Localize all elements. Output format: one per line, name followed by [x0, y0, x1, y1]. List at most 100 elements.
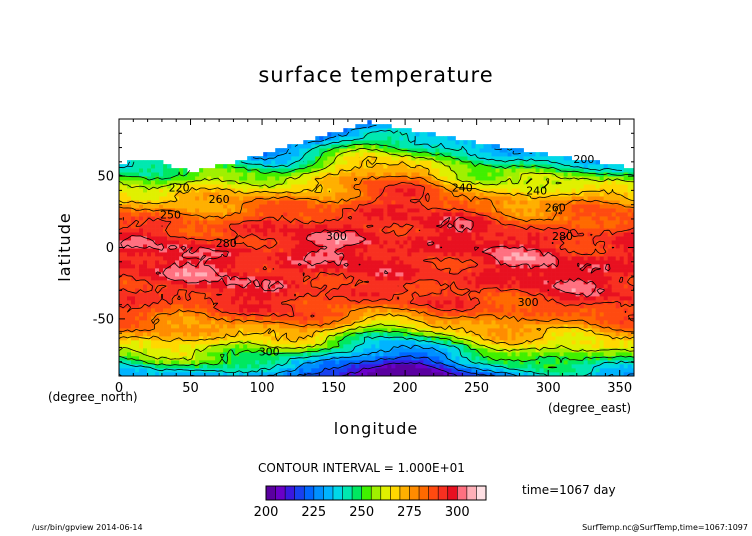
- field-cell: [155, 220, 160, 225]
- field-cell: [139, 252, 144, 257]
- field-cell: [411, 320, 416, 325]
- field-cell: [391, 292, 396, 297]
- field-cell: [215, 344, 220, 349]
- field-cell: [379, 248, 384, 253]
- field-cell: [351, 228, 356, 233]
- field-cell: [159, 260, 164, 265]
- field-cell: [247, 324, 252, 329]
- field-cell: [311, 316, 316, 321]
- field-cell: [131, 204, 136, 209]
- field-cell: [431, 148, 436, 153]
- field-cell: [227, 356, 232, 361]
- field-cell: [271, 344, 276, 349]
- field-cell: [167, 188, 172, 193]
- field-cell: [427, 360, 432, 365]
- field-cell: [295, 268, 300, 273]
- field-cell: [123, 220, 128, 225]
- field-cell: [419, 244, 424, 249]
- field-cell: [383, 196, 388, 201]
- field-cell: [311, 264, 316, 269]
- field-cell: [363, 276, 368, 281]
- field-cell: [359, 340, 364, 345]
- field-cell: [439, 248, 444, 253]
- field-cell: [267, 304, 272, 309]
- field-cell: [235, 256, 240, 261]
- field-cell: [335, 156, 340, 161]
- field-cell: [219, 268, 224, 273]
- field-cell: [303, 316, 308, 321]
- field-cell: [151, 292, 156, 297]
- field-cell: [355, 260, 360, 265]
- field-cell: [183, 252, 188, 257]
- field-cell: [435, 208, 440, 213]
- field-cell: [187, 268, 192, 273]
- field-cell: [195, 272, 200, 277]
- field-cell: [231, 336, 236, 341]
- field-cell: [375, 292, 380, 297]
- field-cell: [375, 144, 380, 149]
- field-cell: [439, 232, 444, 237]
- field-cell: [319, 204, 324, 209]
- field-cell: [411, 280, 416, 285]
- field-cell: [227, 212, 232, 217]
- field-cell: [347, 236, 352, 241]
- field-cell: [139, 216, 144, 221]
- field-cell: [415, 240, 420, 245]
- field-cell: [251, 288, 256, 293]
- field-cell: [351, 152, 356, 157]
- field-cell: [391, 328, 396, 333]
- field-cell: [243, 372, 248, 376]
- field-cell: [267, 260, 272, 265]
- field-cell: [427, 312, 432, 317]
- field-cell: [147, 268, 152, 273]
- field-cell: [311, 144, 316, 149]
- field-cell: [379, 188, 384, 193]
- field-cell: [255, 292, 260, 297]
- field-cell: [159, 184, 164, 189]
- field-cell: [219, 256, 224, 261]
- field-cell: [179, 312, 184, 317]
- field-cell: [451, 296, 456, 301]
- field-cell: [387, 244, 392, 249]
- field-cell: [343, 196, 348, 201]
- field-cell: [187, 216, 192, 221]
- field-cell: [211, 220, 216, 225]
- field-cell: [167, 224, 172, 229]
- field-cell: [215, 180, 220, 185]
- field-cell: [295, 232, 300, 237]
- field-cell: [187, 284, 192, 289]
- field-cell: [399, 352, 404, 357]
- field-cell: [431, 368, 436, 373]
- field-cell: [323, 240, 328, 245]
- field-cell: [387, 188, 392, 193]
- field-cell: [191, 224, 196, 229]
- field-cell: [375, 208, 380, 213]
- field-cell: [395, 164, 400, 169]
- field-cell: [239, 176, 244, 181]
- field-cell: [207, 268, 212, 273]
- field-cell: [419, 148, 424, 153]
- field-cell: [339, 352, 344, 357]
- field-cell: [135, 360, 140, 365]
- field-cell: [131, 236, 136, 241]
- field-cell: [407, 276, 412, 281]
- field-cell: [339, 224, 344, 229]
- field-cell: [203, 276, 208, 281]
- field-cell: [419, 348, 424, 353]
- field-cell: [191, 248, 196, 253]
- field-cell: [271, 292, 276, 297]
- field-cell: [403, 212, 408, 217]
- field-cell: [363, 248, 368, 253]
- field-cell: [283, 352, 288, 357]
- field-cell: [367, 252, 372, 257]
- field-cell: [411, 364, 416, 369]
- field-cell: [259, 176, 264, 181]
- field-cell: [351, 172, 356, 177]
- field-cell: [367, 276, 372, 281]
- field-cell: [395, 160, 400, 165]
- field-cell: [263, 176, 268, 181]
- field-cell: [223, 224, 228, 229]
- field-cell: [399, 292, 404, 297]
- field-cell: [375, 224, 380, 229]
- field-cell: [231, 352, 236, 357]
